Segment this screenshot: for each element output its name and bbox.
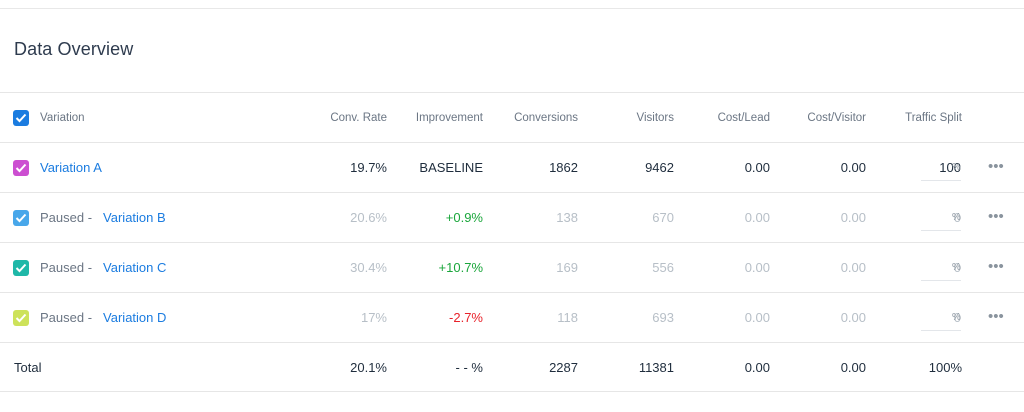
improvement-value: BASELINE [419,160,483,175]
variation-name-cell: Paused - Variation C [40,243,166,293]
traffic-split-input[interactable]: 0 [921,305,961,331]
variation-c-checkbox[interactable] [13,260,29,276]
more-options-icon[interactable]: ••• [988,308,1004,325]
cost-visitor-value: 0.00 [840,310,866,325]
column-header-conv-rate[interactable]: Conv. Rate [330,112,387,124]
variation-a-checkbox[interactable] [13,160,29,176]
checkmark-icon [15,113,27,123]
column-header-cost-visitor[interactable]: Cost/Visitor [807,112,866,124]
column-header-visitors[interactable]: Visitors [636,112,675,124]
top-divider [0,8,1024,9]
more-options-icon[interactable]: ••• [988,158,1004,175]
variation-name-cell: Paused - Variation B [40,193,166,243]
conv-rate-value: 30.4% [350,260,387,275]
total-conversions: 2287 [549,360,578,375]
conversions-value: 1862 [549,160,578,175]
variation-c-link[interactable]: Variation C [103,260,167,275]
conversions-value: 138 [556,210,578,225]
total-cost-visitor: 0.00 [840,360,866,375]
variation-name-cell: Paused - Variation D [40,293,166,343]
table-row: Paused - Variation C 30.4% +10.7% 169 556… [0,242,1024,292]
page-title: Data Overview [14,39,134,59]
checkmark-icon [15,313,27,323]
percent-sign: % [952,162,961,173]
conv-rate-value: 20.6% [350,210,387,225]
select-all-checkbox[interactable] [13,110,29,126]
total-label: Total [14,360,42,375]
variation-name-cell: Variation A [40,143,102,193]
table-row: Paused - Variation B 20.6% +0.9% 138 670 … [0,192,1024,242]
table-row: Paused - Variation D 17% -2.7% 118 693 0.… [0,292,1024,342]
variation-d-link[interactable]: Variation D [103,310,167,325]
paused-label: Paused - [40,310,93,325]
conversions-value: 169 [556,260,578,275]
variation-d-checkbox[interactable] [13,310,29,326]
checkmark-icon [15,263,27,273]
table-header: Variation Conv. Rate Improvement Convers… [0,92,1024,142]
cost-lead-value: 0.00 [744,160,770,175]
cost-lead-value: 0.00 [744,210,770,225]
conv-rate-value: 19.7% [350,160,387,175]
variation-b-link[interactable]: Variation B [103,210,166,225]
more-options-icon[interactable]: ••• [988,208,1004,225]
total-conv-rate: 20.1% [350,360,387,375]
checkmark-icon [15,213,27,223]
paused-label: Paused - [40,210,93,225]
improvement-value: +0.9% [445,210,483,225]
total-row: Total 20.1% - - % 2287 11381 0.00 0.00 1… [0,342,1024,392]
column-header-variation[interactable]: Variation [40,112,85,124]
visitors-value: 693 [652,310,674,325]
traffic-split-input[interactable]: 100 [921,155,961,181]
visitors-value: 556 [652,260,674,275]
cost-visitor-value: 0.00 [840,260,866,275]
cost-visitor-value: 0.00 [840,160,866,175]
variation-b-checkbox[interactable] [13,210,29,226]
checkmark-icon [15,163,27,173]
total-cost-lead: 0.00 [744,360,770,375]
improvement-value: -2.7% [449,310,483,325]
conversions-value: 118 [557,310,578,325]
column-header-improvement[interactable]: Improvement [415,112,483,124]
traffic-split-input[interactable]: 0 [921,255,961,281]
column-header-traffic-split[interactable]: Traffic Split [905,112,962,124]
column-header-cost-lead[interactable]: Cost/Lead [717,112,770,124]
percent-sign: % [952,312,961,323]
cost-lead-value: 0.00 [744,260,770,275]
total-improvement: - - % [455,360,483,375]
more-options-icon[interactable]: ••• [988,258,1004,275]
visitors-value: 9462 [645,160,674,175]
percent-sign: % [952,212,961,223]
column-header-conversions[interactable]: Conversions [514,112,578,124]
total-traffic-split: 100% [928,360,962,375]
cost-lead-value: 0.00 [744,310,770,325]
cost-visitor-value: 0.00 [840,210,866,225]
visitors-value: 670 [652,210,674,225]
conv-rate-value: 17% [360,310,387,325]
paused-label: Paused - [40,260,93,275]
variation-a-link[interactable]: Variation A [40,160,102,175]
total-visitors: 11381 [638,360,674,375]
table-row: Variation A 19.7% BASELINE 1862 9462 0.0… [0,142,1024,192]
improvement-value: +10.7% [438,260,483,275]
percent-sign: % [952,262,961,273]
traffic-split-input[interactable]: 0 [921,205,961,231]
